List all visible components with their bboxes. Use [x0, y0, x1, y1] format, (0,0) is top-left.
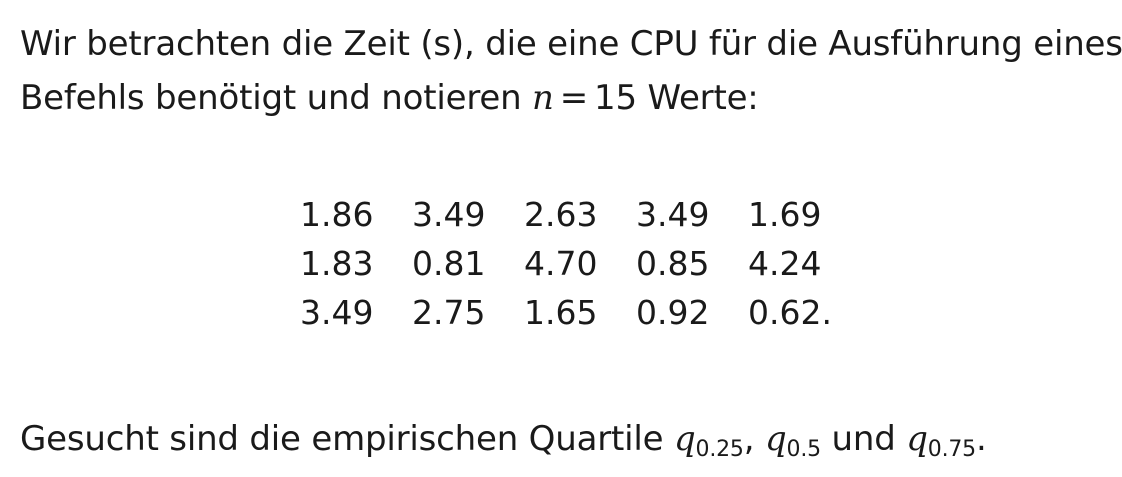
value-cell: 1.83: [300, 244, 374, 283]
values-row: 3.49 2.75 1.65 0.92 0.62.: [300, 288, 860, 337]
q-variable: q: [906, 419, 928, 459]
value-cell: 4.24: [748, 244, 822, 283]
q2-subscript: 0.5: [786, 437, 822, 462]
value-cell: 1.86: [300, 195, 374, 234]
value-cell: 0.85: [636, 244, 710, 283]
value-cell: 0.92: [636, 293, 710, 332]
q-variable: q: [673, 419, 696, 459]
quartile-q2: q0.5: [764, 419, 822, 462]
value-cell: 3.49: [636, 195, 710, 234]
intro-line-2: Befehls benötigt und notieren n = 15 Werte…: [20, 71, 1122, 125]
value-cell: 2.75: [412, 293, 486, 332]
q1-subscript: 0.25: [695, 437, 744, 462]
q3-subscript: 0.75: [927, 437, 976, 462]
value-cell: 3.49: [300, 293, 374, 332]
values-row: 1.83 0.81 4.70 0.85 4.24: [300, 239, 860, 288]
question-paragraph: Gesucht sind die empirischen Quartile q0…: [20, 412, 987, 477]
quartile-q3: q0.75: [906, 419, 976, 462]
question-prefix: Gesucht sind die empirischen Quartile: [20, 419, 674, 459]
q-variable: q: [764, 419, 787, 459]
final-period: .: [975, 419, 987, 459]
value-cell: 0.62.: [748, 293, 832, 332]
value-cell: 3.49: [412, 195, 486, 234]
values-table: 1.86 3.49 2.63 3.49 1.69 1.83 0.81 4.70 …: [300, 190, 860, 337]
comma-separator: ,: [743, 419, 765, 459]
equals-sign: =: [559, 78, 589, 118]
intro-paragraph: Wir betrachten die Zeit (s), die eine CP…: [20, 17, 1122, 125]
quartile-q1: q0.25: [673, 419, 744, 462]
value-cell: 2.63: [524, 195, 598, 234]
intro-line-2-prefix: Befehls benötigt und notieren: [20, 78, 533, 118]
n-value: 15: [594, 78, 637, 118]
und-word: und: [820, 419, 907, 459]
value-cell: 1.65: [524, 293, 598, 332]
n-variable: n: [532, 78, 554, 118]
values-row: 1.86 3.49 2.63 3.49 1.69: [300, 190, 860, 239]
intro-line-2-suffix: Werte:: [636, 78, 759, 118]
value-cell: 0.81: [412, 244, 486, 283]
value-cell: 1.69: [748, 195, 822, 234]
intro-line-1: Wir betrachten die Zeit (s), die eine CP…: [20, 24, 1122, 64]
value-cell: 4.70: [524, 244, 598, 283]
